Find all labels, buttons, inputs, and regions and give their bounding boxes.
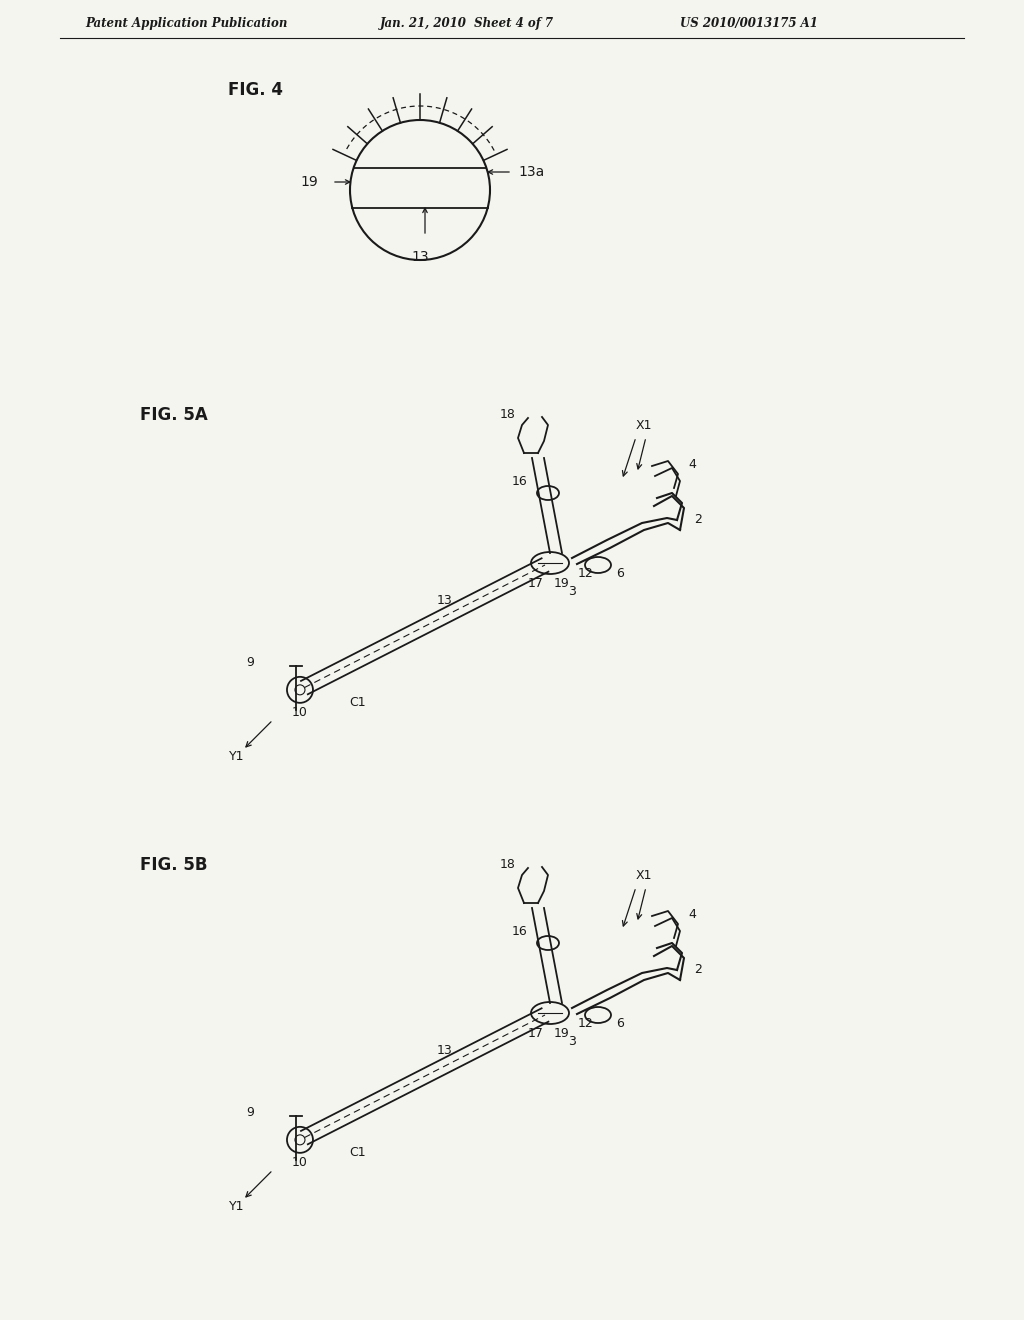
Text: 19: 19: [554, 577, 569, 590]
Text: 12: 12: [578, 568, 594, 579]
Text: FIG. 5A: FIG. 5A: [140, 407, 208, 424]
Text: 6: 6: [616, 1016, 624, 1030]
Text: Y1: Y1: [229, 1200, 245, 1213]
Text: 10: 10: [292, 706, 308, 719]
Text: 9: 9: [246, 1106, 254, 1119]
Text: 16: 16: [512, 925, 528, 939]
Text: Jan. 21, 2010  Sheet 4 of 7: Jan. 21, 2010 Sheet 4 of 7: [380, 17, 554, 30]
Text: FIG. 5B: FIG. 5B: [140, 855, 208, 874]
Text: 19: 19: [554, 1027, 569, 1040]
Text: 16: 16: [512, 475, 528, 488]
Text: C1: C1: [349, 1146, 367, 1159]
Text: 6: 6: [616, 568, 624, 579]
Text: US 2010/0013175 A1: US 2010/0013175 A1: [680, 17, 818, 30]
Text: 19: 19: [300, 176, 318, 189]
Text: 18: 18: [500, 858, 516, 871]
Text: 2: 2: [694, 964, 701, 975]
Text: 13a: 13a: [518, 165, 544, 180]
Text: 13: 13: [437, 594, 453, 607]
Text: 17: 17: [528, 577, 544, 590]
Text: 4: 4: [688, 458, 696, 471]
Text: 10: 10: [292, 1156, 308, 1168]
Text: 9: 9: [246, 656, 254, 669]
Text: Y1: Y1: [229, 750, 245, 763]
Text: 3: 3: [568, 585, 575, 598]
Text: 12: 12: [578, 1016, 594, 1030]
Text: C1: C1: [349, 696, 367, 709]
Text: 13: 13: [412, 249, 429, 264]
Text: 4: 4: [688, 908, 696, 921]
Text: 3: 3: [568, 1035, 575, 1048]
Text: 18: 18: [500, 408, 516, 421]
Text: X1: X1: [636, 869, 652, 882]
Text: 13: 13: [437, 1044, 453, 1057]
Text: FIG. 4: FIG. 4: [228, 81, 283, 99]
Text: X1: X1: [636, 418, 652, 432]
Text: Patent Application Publication: Patent Application Publication: [85, 17, 288, 30]
Text: 2: 2: [694, 513, 701, 525]
Text: 17: 17: [528, 1027, 544, 1040]
